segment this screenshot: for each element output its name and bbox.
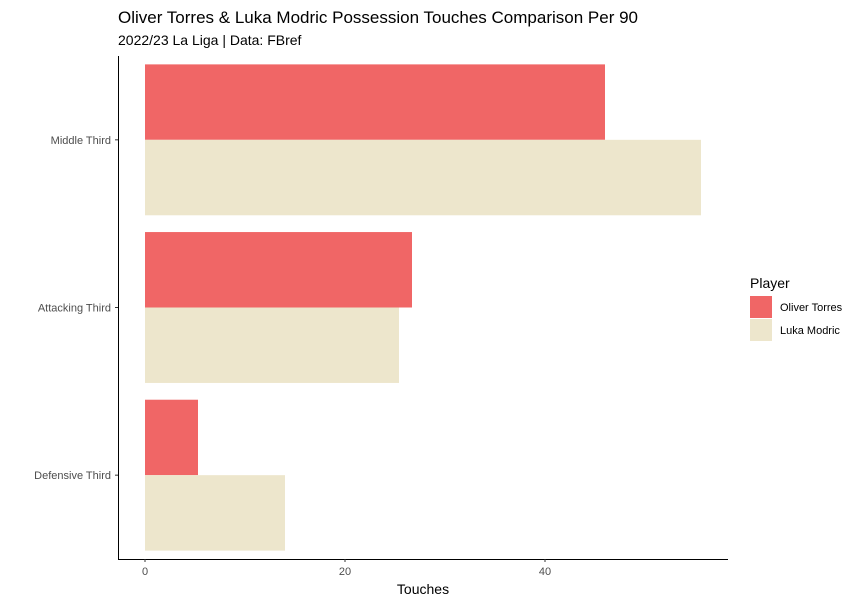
legend-label-oliver-torres: Oliver Torres — [780, 302, 843, 314]
x-tick-label: 20 — [339, 566, 351, 578]
axes-group — [118, 56, 728, 560]
chart-subtitle: 2022/23 La Liga | Data: FBref — [118, 32, 302, 48]
bar-luka-modric-defensive-third — [145, 475, 285, 551]
bar-luka-modric-attacking-third — [145, 307, 399, 383]
bar-oliver-torres-middle-third — [145, 64, 605, 140]
legend-title: Player — [750, 275, 790, 291]
bar-oliver-torres-defensive-third — [145, 399, 198, 476]
y-ticks-group: Middle Third Attacking Third Defensive Thi… — [34, 135, 118, 482]
legend-key-oliver-torres — [750, 296, 772, 318]
bar-oliver-torres-attacking-third — [145, 232, 412, 308]
x-tick-label: 40 — [539, 566, 551, 578]
bars-group — [145, 64, 701, 551]
legend-label-luka-modric: Luka Modric — [780, 325, 840, 337]
chart-title: Oliver Torres & Luka Modric Possession T… — [118, 8, 638, 27]
bar-luka-modric-middle-third — [145, 139, 701, 216]
legend: Player Oliver Torres Luka Modric — [750, 275, 843, 341]
y-tick-label: Middle Third — [51, 135, 111, 147]
x-axis-title: Touches — [397, 581, 449, 597]
y-tick-label: Attacking Third — [38, 303, 111, 315]
y-tick-label: Defensive Third — [34, 470, 111, 482]
legend-key-luka-modric — [750, 319, 772, 341]
x-ticks-group: 0 20 40 — [142, 559, 551, 578]
x-tick-label: 0 — [142, 566, 148, 578]
